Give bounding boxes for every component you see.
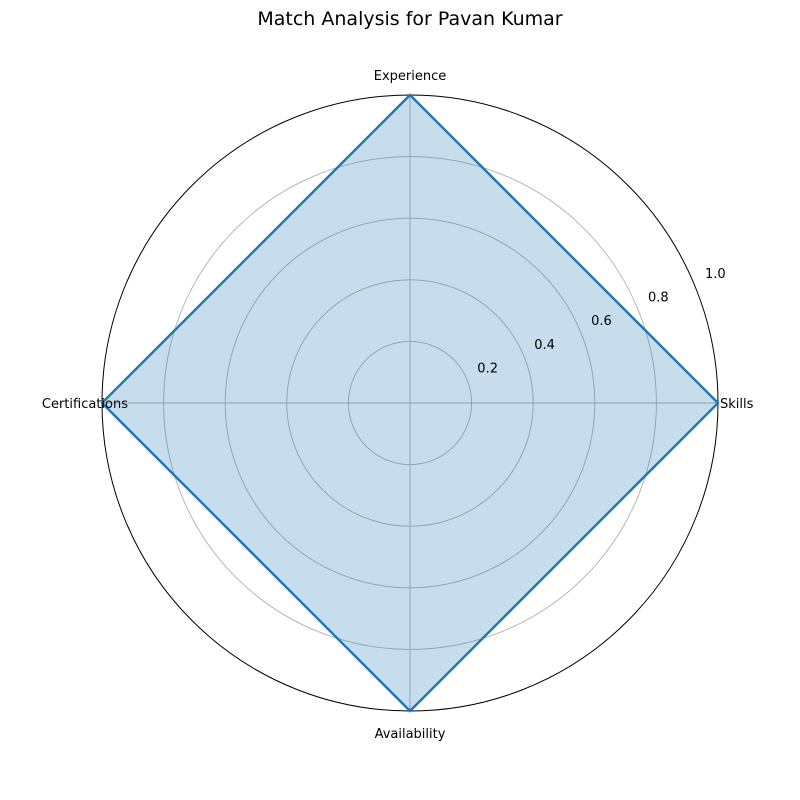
r-tick-label: 0.8 <box>648 291 669 306</box>
category-label: Skills <box>720 397 754 412</box>
radial-tick-labels: 0.2 0.4 0.6 0.8 1.0 <box>477 267 725 376</box>
r-tick-label: 0.4 <box>534 338 555 353</box>
chart-title: Match Analysis for Pavan Kumar <box>257 8 562 30</box>
data-series <box>100 93 720 713</box>
category-labels: Skills Experience Certifications Availabili… <box>42 69 754 742</box>
r-tick-label: 0.2 <box>477 361 498 376</box>
category-label: Experience <box>374 69 447 84</box>
r-tick-label: 0.6 <box>591 314 612 329</box>
category-label: Availability <box>375 727 446 742</box>
category-label: Certifications <box>42 397 128 412</box>
series-fill <box>102 95 718 711</box>
r-tick-label: 1.0 <box>705 267 726 282</box>
